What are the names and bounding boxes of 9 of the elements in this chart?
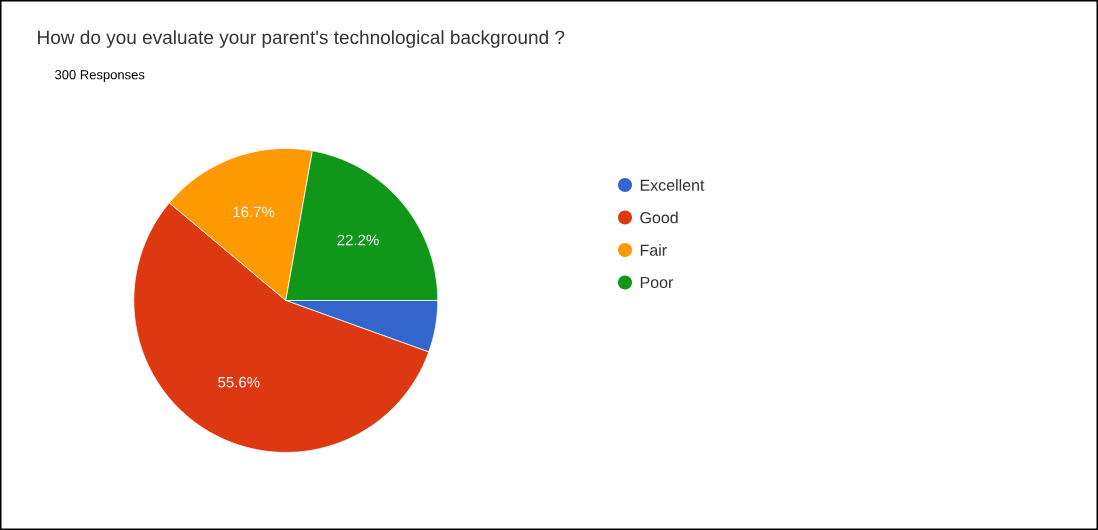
data-label: 22.2% [337,234,379,246]
legend-label: Excellent [640,179,705,191]
legend-label: Poor [640,276,674,289]
chart-title: How do you evaluate your parent's technological background ? [38,30,565,48]
data-label: 16.7% [233,206,275,218]
legend-label: Good [640,211,678,224]
data-label: 55.6% [218,376,260,388]
legend-label: Fair [640,244,667,256]
chart-subtitle: 300 Responses [55,70,145,82]
